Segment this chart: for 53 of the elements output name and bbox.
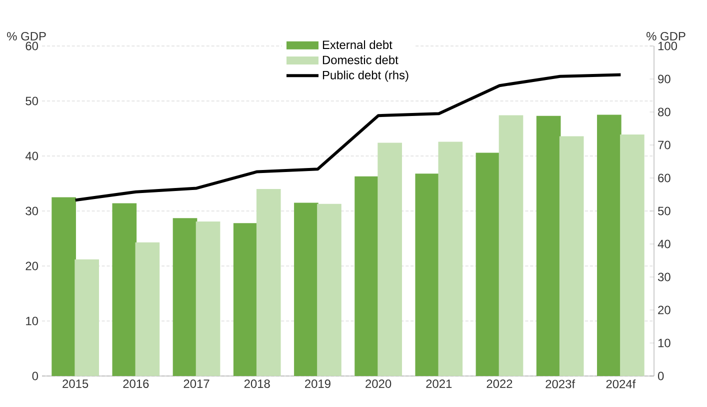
x-tick-label: 2017 — [184, 380, 210, 388]
bar — [378, 142, 402, 376]
x-tick-label: 2023f — [546, 380, 576, 388]
x-tick-label: 2018 — [244, 380, 270, 388]
y-tick-label: 10 — [26, 316, 38, 326]
y-axis-title: % GDP — [7, 32, 46, 40]
bar — [196, 221, 220, 376]
bar — [294, 202, 318, 376]
y2-tick-label: 10 — [658, 338, 670, 348]
y-tick-label: 60 — [26, 42, 38, 50]
bar — [536, 116, 561, 376]
y2-tick-label: 100 — [658, 42, 678, 50]
y2-tick-label: 50 — [658, 206, 670, 216]
bar — [559, 136, 584, 376]
y2-tick-label: 80 — [658, 108, 670, 116]
bar — [52, 197, 76, 376]
y2-tick-label: 70 — [658, 140, 670, 150]
bar — [172, 218, 198, 376]
x-tick-label: 2019 — [305, 380, 330, 388]
x-tick-label: 2022 — [486, 380, 512, 388]
y2-tick-label: 90 — [658, 74, 670, 84]
y2-tick-label: 30 — [658, 272, 670, 282]
x-tick-label: 2015 — [62, 380, 88, 388]
bar — [415, 174, 440, 376]
y2-tick-label: 40 — [658, 240, 670, 248]
y2-tick-label: 0 — [658, 372, 664, 380]
bar — [620, 134, 644, 376]
bar — [317, 204, 342, 376]
y-tick-label: 20 — [26, 262, 38, 270]
x-tick-label: 2020 — [366, 380, 392, 388]
bar — [354, 176, 379, 376]
bar — [135, 242, 160, 376]
x-tick-label: 2024f — [606, 380, 636, 388]
y2-tick-label: 20 — [658, 306, 670, 314]
bar — [256, 189, 281, 376]
y2-axis-title: % GDP — [646, 32, 686, 40]
x-tick-label: 2016 — [123, 380, 149, 388]
legend-label: External debt — [322, 40, 392, 50]
bar — [233, 223, 258, 376]
legend-label: Public debt (rhs) — [322, 70, 408, 82]
y-tick-label: 50 — [26, 96, 38, 106]
legend-label: Domestic debt — [322, 55, 398, 64]
y-tick-label: 40 — [25, 152, 38, 160]
x-tick-label: 2021 — [426, 380, 452, 388]
bar — [597, 114, 622, 376]
bar — [438, 142, 463, 376]
bar — [476, 152, 500, 376]
y2-tick-label: 60 — [658, 174, 670, 182]
bar — [112, 203, 137, 376]
y-tick-label: 30 — [26, 206, 38, 216]
bar — [74, 259, 99, 376]
bar — [498, 115, 524, 376]
y-tick-label: 0 — [32, 372, 38, 380]
